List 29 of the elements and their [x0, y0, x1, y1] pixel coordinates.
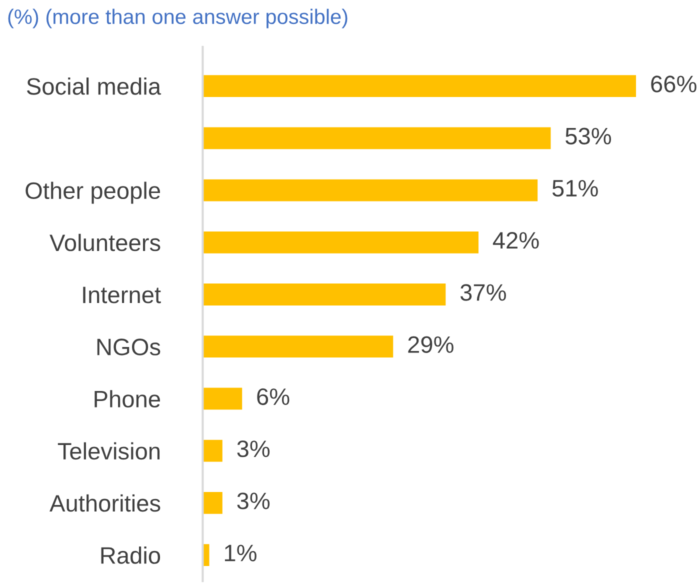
y-tick-label: Other people [26, 182, 160, 204]
bar [202, 127, 551, 150]
bar [202, 231, 478, 254]
y-tick-label: Volunteers [50, 234, 160, 252]
bar [202, 440, 222, 462]
data-label: 6% [257, 388, 290, 406]
data-label: 3% [237, 492, 270, 510]
data-label: 51% [552, 180, 598, 197]
data-label: 42% [492, 232, 539, 249]
y-tick-label: Phone [94, 390, 160, 408]
data-label: 37% [460, 284, 506, 301]
bar [202, 75, 636, 97]
data-label: 66% [651, 76, 696, 92]
y-tick-label: Internet [83, 286, 161, 304]
bar [202, 492, 222, 514]
data-label: 1% [224, 544, 256, 562]
y-tick-label: NGOs [97, 338, 160, 356]
chart-title: (%) (more than one answer possible) [8, 8, 348, 28]
data-label: 53% [566, 128, 612, 144]
y-tick-label: Radio [101, 546, 160, 564]
bar [202, 336, 394, 358]
y-tick-label: Television [58, 442, 160, 460]
data-label: 3% [237, 440, 270, 458]
bar [202, 284, 446, 306]
data-label: 29% [408, 336, 454, 353]
y-tick-label: Social media [26, 77, 162, 95]
y-tick-label: Authorities [50, 494, 160, 512]
bar [202, 179, 538, 202]
bar [202, 388, 242, 410]
